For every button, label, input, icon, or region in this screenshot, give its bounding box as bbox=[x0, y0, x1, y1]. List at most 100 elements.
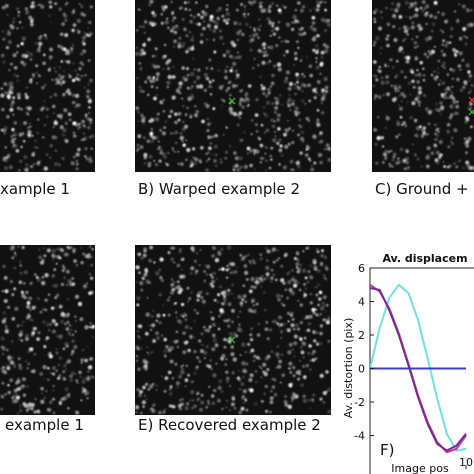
cell bbox=[68, 331, 71, 334]
cell bbox=[34, 398, 37, 401]
cell bbox=[235, 8, 239, 12]
cell bbox=[144, 395, 146, 397]
cell bbox=[56, 114, 61, 118]
cell bbox=[253, 57, 256, 60]
cell bbox=[195, 110, 199, 114]
cell bbox=[316, 118, 320, 122]
cell bbox=[187, 96, 190, 99]
cell bbox=[143, 136, 146, 140]
cell bbox=[224, 338, 228, 342]
cell bbox=[222, 53, 227, 58]
cell bbox=[158, 410, 163, 415]
cell bbox=[173, 30, 178, 35]
cell bbox=[291, 102, 295, 106]
cell bbox=[192, 15, 196, 19]
cell bbox=[55, 351, 59, 355]
cell bbox=[163, 349, 167, 353]
cell bbox=[229, 94, 232, 97]
cell bbox=[254, 281, 256, 284]
cell bbox=[263, 54, 266, 58]
cell bbox=[292, 392, 296, 396]
cell bbox=[238, 328, 243, 333]
cell bbox=[211, 135, 215, 139]
cell bbox=[199, 407, 204, 412]
cell bbox=[390, 84, 394, 88]
cell bbox=[265, 159, 268, 162]
cell bbox=[431, 29, 434, 33]
cell bbox=[142, 253, 147, 258]
cell bbox=[232, 402, 235, 406]
cell bbox=[225, 8, 229, 11]
cell bbox=[194, 161, 198, 165]
cell bbox=[77, 126, 81, 130]
cell bbox=[66, 247, 70, 250]
cell bbox=[275, 259, 279, 262]
cell bbox=[219, 35, 224, 40]
cell bbox=[13, 287, 17, 291]
cell bbox=[82, 284, 88, 289]
cell bbox=[7, 91, 12, 96]
cell bbox=[313, 35, 317, 38]
cell bbox=[376, 135, 381, 141]
cell bbox=[18, 363, 22, 367]
cell bbox=[10, 62, 13, 66]
cell bbox=[273, 120, 276, 123]
cell bbox=[152, 55, 154, 58]
cell bbox=[65, 253, 70, 257]
cell bbox=[425, 11, 429, 15]
cell bbox=[69, 282, 74, 287]
cell bbox=[409, 93, 412, 96]
cell bbox=[135, 265, 140, 270]
cell bbox=[169, 405, 172, 408]
cell bbox=[36, 297, 40, 301]
cell bbox=[143, 162, 146, 165]
cell bbox=[82, 64, 84, 67]
cell bbox=[64, 33, 69, 38]
cell bbox=[266, 372, 268, 375]
cell bbox=[191, 44, 195, 48]
cell bbox=[30, 333, 35, 337]
cell bbox=[296, 270, 300, 274]
cell bbox=[89, 78, 93, 83]
cell bbox=[72, 93, 76, 97]
cell bbox=[320, 253, 324, 258]
cell bbox=[162, 68, 165, 71]
cell bbox=[260, 376, 263, 378]
cell bbox=[49, 156, 52, 159]
image-texture bbox=[0, 245, 96, 415]
cell bbox=[397, 85, 402, 90]
cell bbox=[247, 13, 250, 16]
cell bbox=[66, 320, 70, 324]
cell bbox=[295, 40, 299, 44]
cell bbox=[21, 293, 26, 298]
cell bbox=[9, 289, 12, 292]
cell bbox=[208, 385, 211, 388]
y-tick-label: 6 bbox=[358, 262, 365, 275]
cell bbox=[266, 337, 270, 341]
cell bbox=[318, 94, 321, 96]
cell bbox=[63, 322, 68, 326]
cell bbox=[27, 350, 30, 354]
cell bbox=[239, 97, 244, 102]
cell bbox=[4, 146, 7, 149]
cell bbox=[51, 274, 55, 278]
cell bbox=[146, 139, 151, 143]
cell bbox=[155, 72, 160, 77]
cell bbox=[433, 0, 438, 5]
cell bbox=[242, 284, 245, 287]
cell bbox=[416, 80, 420, 84]
cell bbox=[276, 345, 280, 348]
cell bbox=[319, 72, 322, 75]
cell bbox=[4, 166, 8, 170]
cell bbox=[326, 22, 332, 27]
cell bbox=[321, 301, 325, 305]
cell bbox=[89, 32, 93, 36]
cell bbox=[184, 378, 189, 383]
cell bbox=[314, 357, 318, 361]
cell bbox=[172, 65, 175, 69]
cell bbox=[282, 304, 286, 307]
cell bbox=[1, 346, 6, 351]
cell bbox=[324, 265, 328, 269]
cell bbox=[227, 302, 232, 306]
cell bbox=[264, 131, 266, 134]
